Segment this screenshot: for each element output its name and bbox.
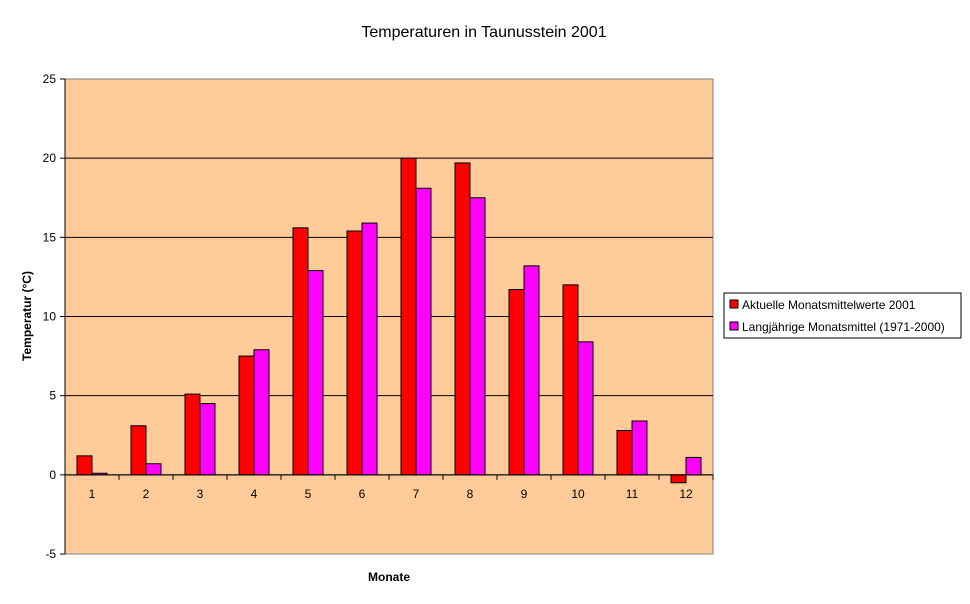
bars xyxy=(76,157,702,484)
legend-swatch-actual xyxy=(729,299,739,309)
bar-actual-7 xyxy=(400,157,417,476)
bar-actual-6 xyxy=(346,230,363,476)
x-tick-label: 4 xyxy=(251,487,258,501)
x-tick-label: 6 xyxy=(359,487,366,501)
x-tick-label: 8 xyxy=(467,487,474,501)
legend-label-longterm: Langjährige Monatsmittel (1971-2000) xyxy=(742,320,945,334)
y-tick-label: 5 xyxy=(49,389,56,403)
legend-label-actual: Aktuelle Monatsmittelwerte 2001 xyxy=(742,298,916,312)
legend-swatch-longterm xyxy=(729,321,739,331)
x-tick-label: 12 xyxy=(679,487,693,501)
bar-actual-3 xyxy=(184,393,201,476)
x-axis-title: Monate xyxy=(368,570,410,584)
legend: Aktuelle Monatsmittelwerte 2001 Langjähr… xyxy=(723,292,962,339)
bar-longterm-7 xyxy=(415,187,432,476)
bar-actual-2 xyxy=(130,425,147,476)
x-tick-label: 5 xyxy=(305,487,312,501)
bar-actual-10 xyxy=(562,284,579,476)
bar-longterm-10 xyxy=(577,341,594,476)
y-tick-label: 15 xyxy=(43,230,57,244)
y-tick-label: -5 xyxy=(45,547,56,561)
y-tick-label: 25 xyxy=(43,72,57,86)
x-axis-ticks: 1 2 3 4 5 6 7 8 9 10 11 12 xyxy=(64,474,714,501)
y-axis-ticks: -5 0 5 10 15 20 25 xyxy=(43,72,66,561)
x-tick-label: 1 xyxy=(89,487,96,501)
bar-longterm-3 xyxy=(199,403,216,476)
x-tick-label: 10 xyxy=(571,487,585,501)
x-tick-label: 9 xyxy=(521,487,528,501)
y-tick-label: 20 xyxy=(43,151,57,165)
y-tick-label: 10 xyxy=(43,310,57,324)
bar-longterm-2 xyxy=(145,463,162,476)
legend-box xyxy=(723,292,962,339)
bar-longterm-9 xyxy=(523,265,540,476)
bar-longterm-5 xyxy=(307,270,324,476)
bar-actual-11 xyxy=(616,430,633,476)
chart-title: Temperaturen in Taunusstein 2001 xyxy=(361,24,606,41)
y-axis-title: Temperatur (°C) xyxy=(20,271,34,361)
bar-longterm-8 xyxy=(469,197,486,476)
bar-longterm-6 xyxy=(361,222,378,476)
y-tick-label: 0 xyxy=(49,468,56,482)
x-tick-label: 3 xyxy=(197,487,204,501)
bar-longterm-4 xyxy=(253,349,270,476)
bar-longterm-11 xyxy=(631,420,648,476)
bar-actual-9 xyxy=(508,289,525,476)
x-tick-label: 2 xyxy=(143,487,150,501)
bar-actual-5 xyxy=(292,227,309,476)
bar-actual-8 xyxy=(454,162,471,476)
bar-actual-12 xyxy=(670,474,687,484)
bar-longterm-12 xyxy=(685,456,702,476)
bar-actual-1 xyxy=(76,455,93,476)
bar-actual-4 xyxy=(238,355,255,476)
x-tick-label: 11 xyxy=(626,487,639,501)
x-tick-label: 7 xyxy=(413,487,420,501)
